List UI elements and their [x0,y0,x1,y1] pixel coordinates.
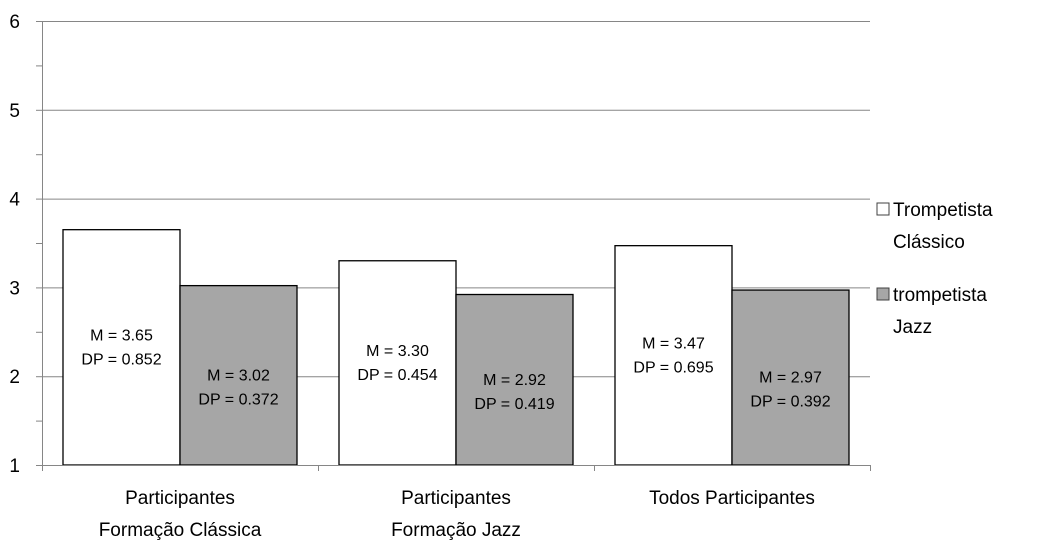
y-tick-label: 6 [9,12,20,33]
legend: Trompetista Clássico trompetista Jazz [876,200,993,338]
legend-label: trompetista [893,285,987,306]
y-tick-label: 2 [9,367,20,388]
bar [179,284,298,466]
legend-label: Trompetista [893,200,993,221]
data-label: DP = 0.392 [750,394,830,411]
x-tick-label: Participantes [401,488,511,509]
data-labels: M = 3.65 DP = 0.852 M = 3.02 DP = 0.372 M = … [81,327,830,412]
data-label: M = 3.02 [207,367,270,384]
data-label: M = 3.30 [366,343,429,360]
axes: 1 2 3 4 5 6 Participantes Formação Clássica Part… [9,12,871,541]
x-tick-label: Participantes [125,488,235,509]
x-tick-label: Todos Participantes [649,488,815,509]
legend-swatch [876,287,890,301]
data-label: DP = 0.419 [474,396,554,413]
data-label: DP = 0.454 [357,367,437,384]
y-tick-label: 5 [9,101,20,122]
data-label: DP = 0.852 [81,351,161,368]
bar [614,245,733,466]
data-label: M = 3.65 [90,327,153,344]
bar [62,229,181,466]
data-label: M = 3.47 [642,335,705,352]
y-tick-label: 3 [9,278,20,299]
y-tick-label: 4 [9,190,20,211]
data-label: M = 2.97 [759,370,822,387]
y-tick-label: 1 [9,456,20,477]
bar [731,289,850,466]
data-label: DP = 0.372 [198,391,278,408]
legend-label: Clássico [893,232,965,253]
data-label: M = 2.92 [483,372,546,389]
legend-label: Jazz [893,317,932,338]
bar [338,260,457,466]
x-tick-label: Formação Clássica [99,520,262,541]
data-label: DP = 0.695 [633,359,713,376]
x-tick-label: Formação Jazz [391,520,521,541]
bars [62,229,850,466]
legend-swatch [876,202,890,216]
